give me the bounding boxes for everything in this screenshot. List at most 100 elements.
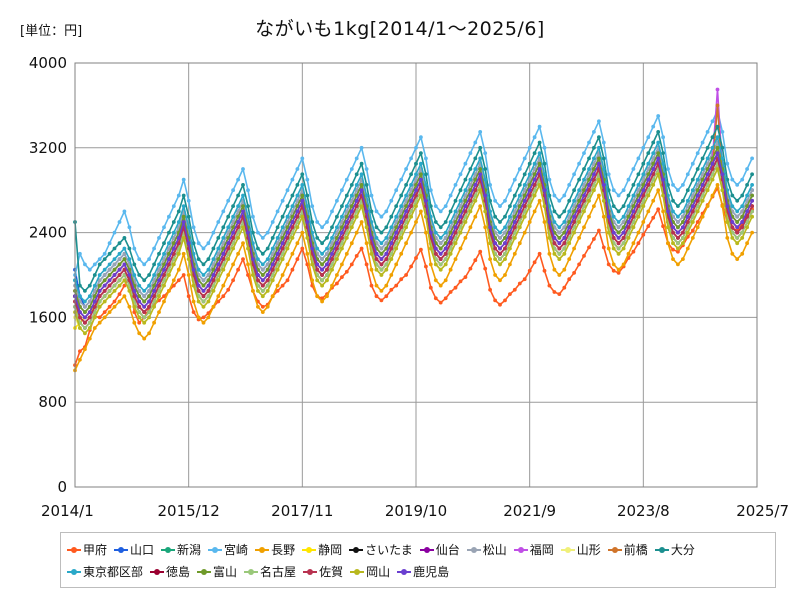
data-point	[206, 294, 211, 299]
data-point	[621, 246, 626, 251]
data-point	[567, 220, 572, 224]
data-point	[107, 294, 112, 299]
data-point	[191, 251, 196, 256]
data-point	[394, 220, 399, 224]
data-point	[236, 209, 241, 214]
data-point	[186, 241, 191, 246]
data-point	[606, 262, 611, 267]
data-point	[211, 273, 216, 277]
data-point	[676, 230, 680, 235]
data-point	[87, 294, 92, 299]
data-point	[428, 246, 433, 251]
data-point	[414, 183, 418, 187]
data-point	[498, 302, 502, 307]
data-point	[265, 262, 270, 267]
data-point	[97, 304, 102, 309]
data-point	[137, 283, 142, 288]
data-point	[517, 220, 522, 224]
legend-swatch	[513, 545, 528, 555]
data-point	[181, 251, 186, 256]
data-point	[656, 140, 661, 145]
data-point	[443, 251, 448, 256]
data-point	[300, 214, 305, 219]
data-point	[468, 225, 473, 230]
data-point	[211, 257, 216, 261]
data-point	[567, 198, 572, 203]
data-point	[384, 257, 389, 261]
data-point	[641, 145, 646, 150]
data-point	[171, 220, 176, 224]
data-point	[641, 188, 646, 193]
data-point	[498, 241, 502, 246]
data-point	[745, 193, 749, 198]
data-point	[433, 230, 438, 235]
data-point	[582, 225, 586, 230]
legend-item: 前橋	[607, 540, 648, 559]
data-point	[690, 193, 695, 198]
data-point	[176, 209, 181, 214]
data-point	[226, 198, 231, 203]
data-point	[122, 262, 127, 267]
legend-item: 徳島	[150, 562, 190, 581]
data-point	[374, 225, 379, 230]
data-point	[315, 278, 320, 283]
data-point	[295, 220, 300, 224]
data-point	[690, 161, 695, 166]
data-point	[745, 167, 749, 171]
data-point	[246, 273, 250, 277]
data-point	[78, 283, 82, 288]
data-point	[587, 167, 591, 171]
data-point	[330, 257, 334, 261]
data-point	[147, 299, 152, 304]
plot-frame	[74, 62, 758, 488]
data-point	[695, 167, 700, 171]
data-point	[97, 320, 102, 325]
data-point	[97, 278, 102, 283]
data-point	[354, 183, 359, 187]
data-point	[582, 198, 586, 203]
data-point	[503, 198, 507, 203]
data-point	[384, 209, 389, 214]
legend-item: 山口	[114, 540, 154, 559]
data-point	[290, 193, 295, 198]
data-point	[433, 251, 438, 256]
data-point	[527, 198, 532, 203]
data-point	[102, 251, 107, 256]
legend-swatch	[150, 567, 165, 577]
data-point	[117, 262, 122, 267]
data-point	[325, 273, 329, 277]
data-point	[562, 251, 567, 256]
data-point	[157, 289, 161, 293]
data-point	[705, 188, 710, 193]
data-point	[78, 310, 82, 314]
data-point	[389, 287, 394, 292]
data-point	[221, 225, 226, 230]
data-point	[735, 225, 740, 230]
data-point	[577, 214, 581, 219]
data-point	[503, 246, 507, 251]
legend-swatch	[349, 545, 364, 555]
data-point	[241, 209, 245, 214]
data-point	[349, 193, 354, 198]
data-point	[636, 214, 641, 219]
data-point	[142, 336, 147, 341]
data-point	[438, 246, 443, 251]
data-point	[186, 198, 191, 203]
data-point	[537, 124, 542, 129]
data-point	[176, 267, 181, 272]
data-point	[651, 167, 656, 171]
data-point	[335, 230, 339, 235]
data-point	[715, 87, 720, 92]
data-point	[537, 198, 542, 203]
data-point	[676, 262, 680, 267]
data-point	[142, 315, 147, 320]
data-point	[690, 209, 695, 214]
data-point	[552, 236, 557, 240]
legend-item: 佐賀	[303, 562, 343, 581]
data-point	[379, 251, 384, 256]
data-point	[290, 251, 295, 256]
data-point	[112, 273, 117, 277]
data-point	[122, 273, 127, 277]
data-point	[379, 257, 384, 261]
data-point	[256, 257, 260, 261]
